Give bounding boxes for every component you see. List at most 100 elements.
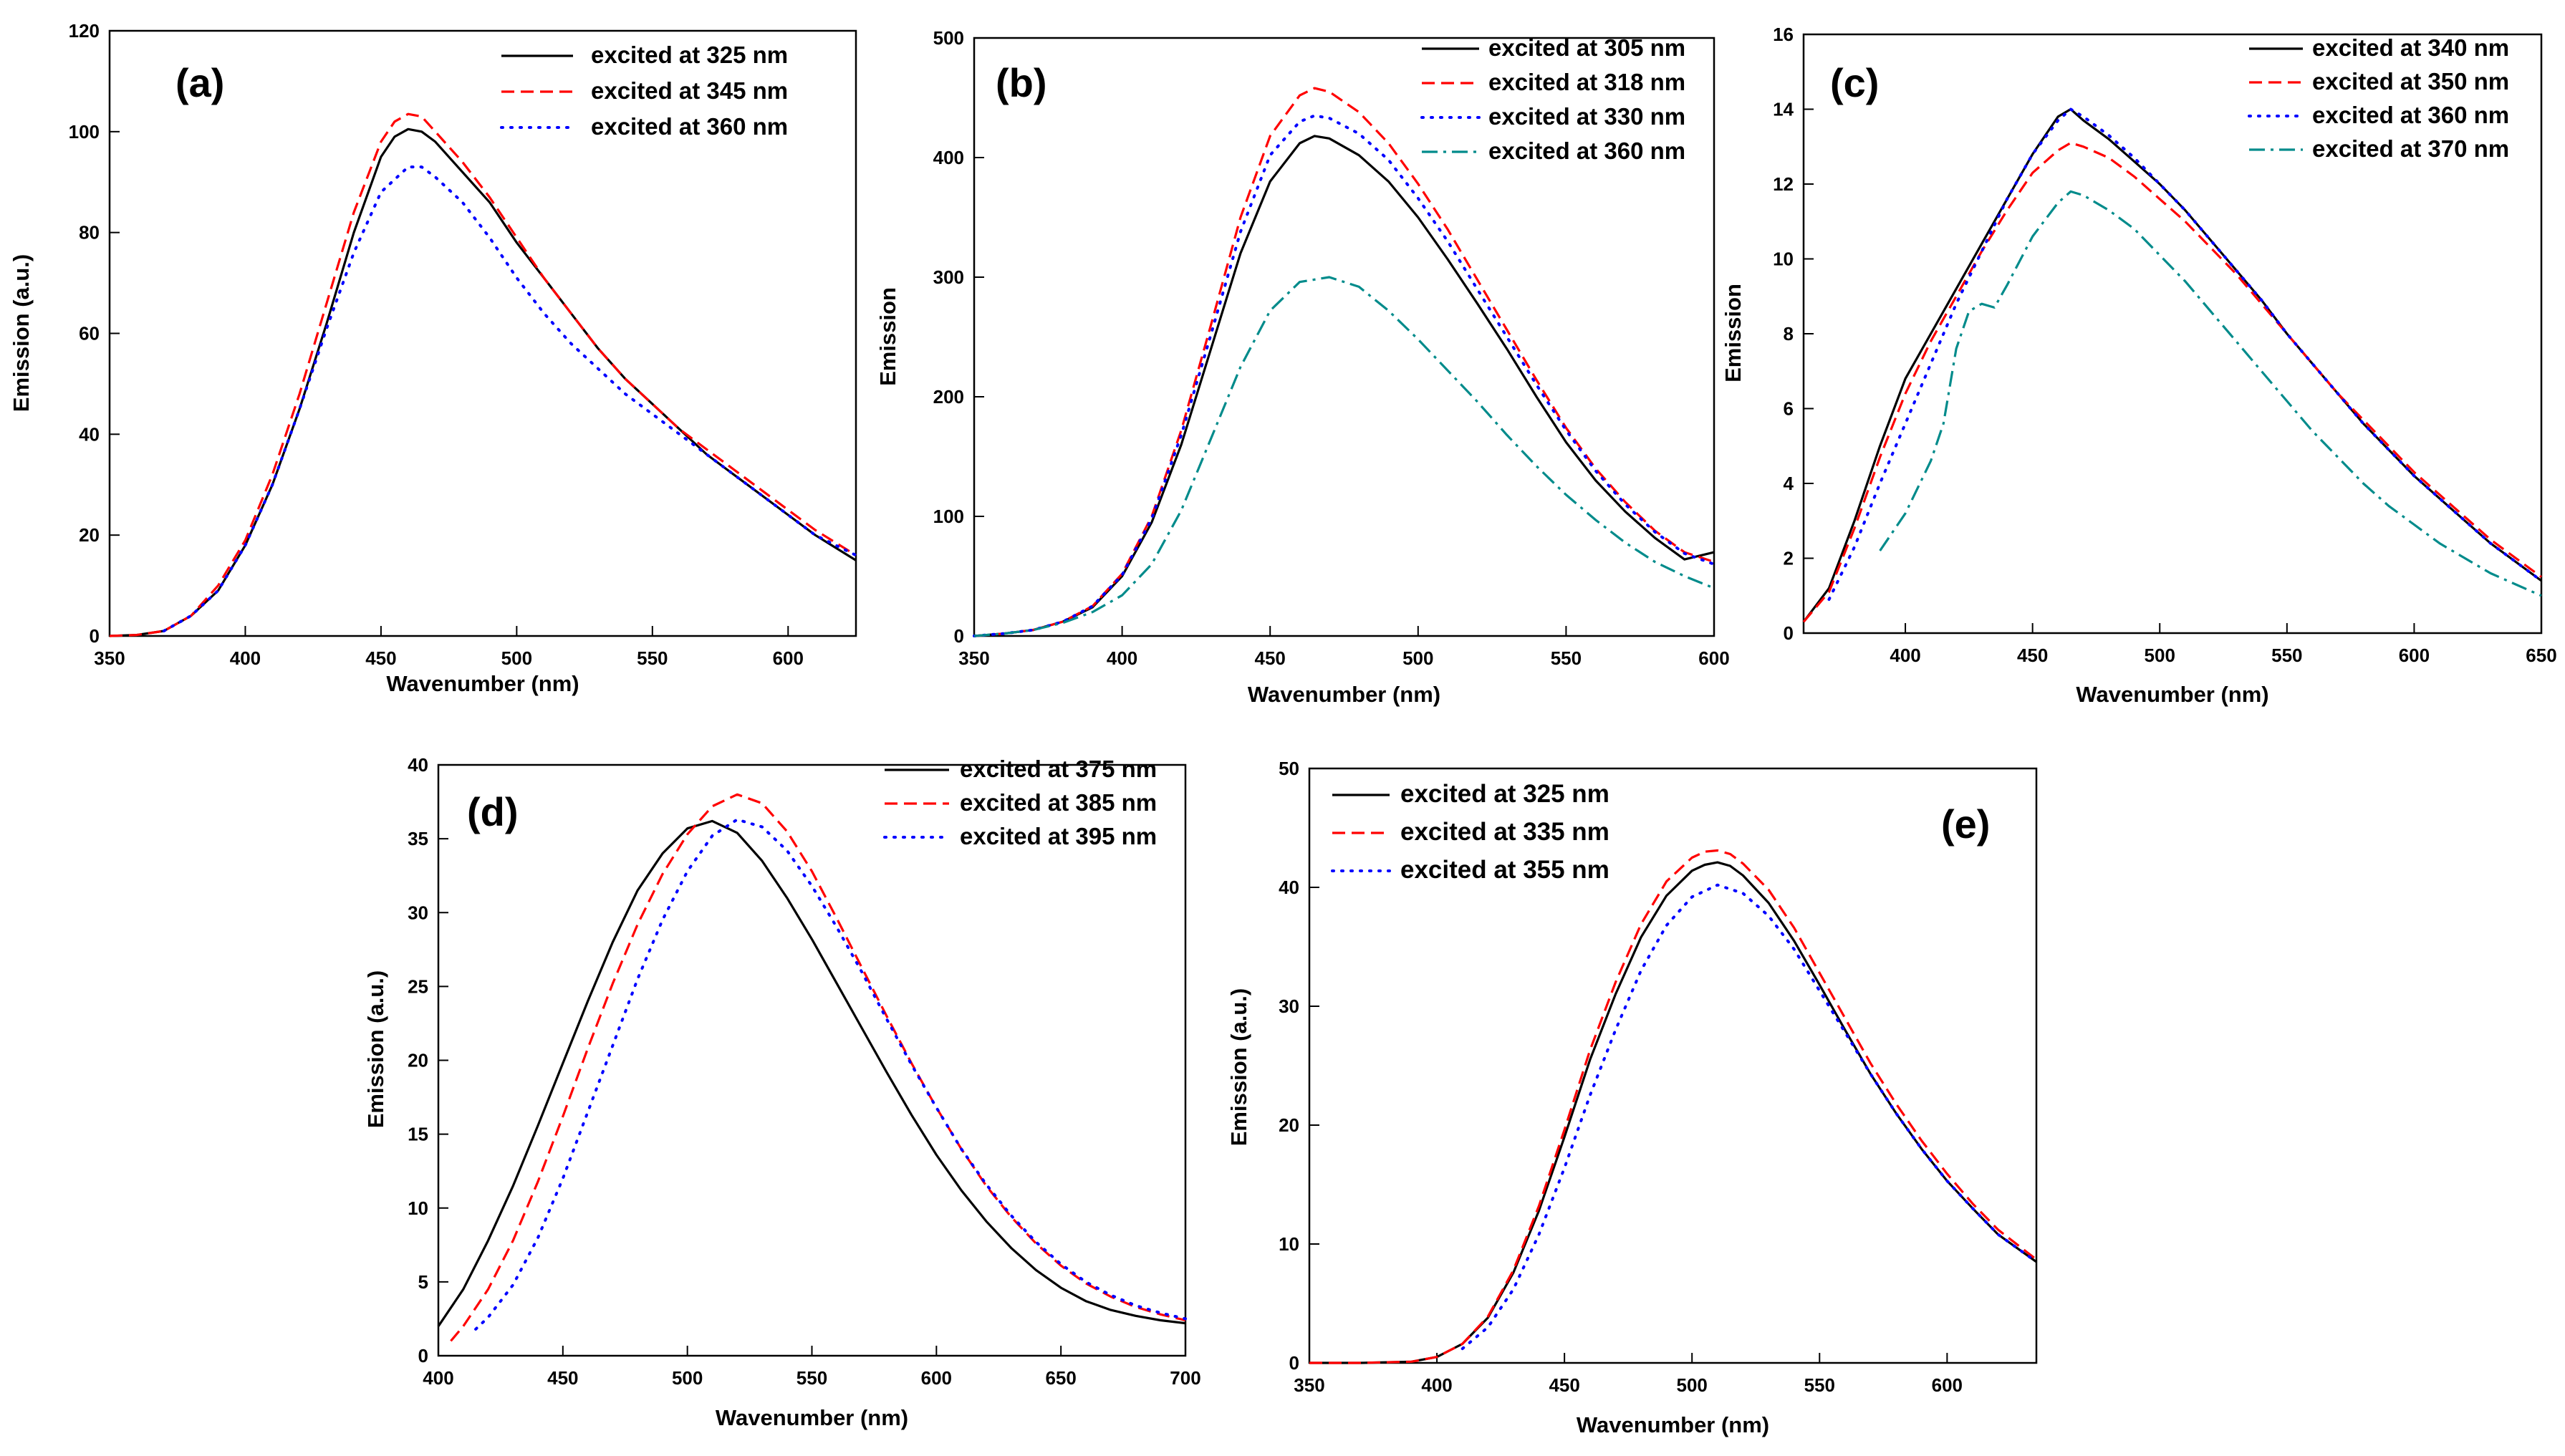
y-tick-label: 10 (1279, 1233, 1299, 1255)
x-tick-label: 400 (1421, 1374, 1452, 1396)
series-line-2 (1802, 141, 2542, 623)
panel-e: 350 400 450 500 550 600 0 10 20 30 40 50 Wavenumber … (1226, 758, 2038, 1437)
y-axis-label: Emission (a.u.) (363, 970, 388, 1128)
panel-d: 400 450 500 550 600 650 700 0 5 10 15 20 25 30 35 40 Wav… (363, 754, 1201, 1430)
y-tick-label: 0 (1784, 622, 1794, 644)
series-line-3 (1460, 883, 2038, 1351)
x-tick-label: 450 (1549, 1374, 1579, 1396)
panel-label: (e) (1941, 801, 1990, 847)
series-line-4 (1879, 190, 2542, 597)
y-tick-label: 25 (408, 975, 428, 997)
x-tick-label: 450 (547, 1367, 578, 1389)
plot-frame (1308, 767, 2038, 1364)
series-line-1 (1309, 861, 2037, 1364)
panel-c: 400 450 500 550 600 650 0 2 4 6 8 10 12 14 16 Wavenumbe… (1721, 24, 2557, 707)
y-tick-label: 0 (1289, 1352, 1299, 1374)
x-tick-label: 550 (637, 647, 668, 669)
series-line-3 (162, 165, 857, 632)
x-tick-label: 400 (423, 1367, 453, 1389)
y-tick-label: 20 (408, 1050, 428, 1071)
y-tick-label: 10 (408, 1197, 428, 1219)
x-axis-label: Wavenumber (nm) (2076, 682, 2268, 707)
y-tick-label: 0 (418, 1345, 428, 1366)
legend-entry: excited at 395 nm (960, 823, 1157, 849)
x-tick-label: 400 (1890, 645, 1920, 666)
legend-entry: excited at 335 nm (1400, 818, 1609, 846)
x-tick-label: 650 (2526, 645, 2556, 666)
legend-entry: excited at 330 nm (1488, 103, 1685, 130)
legend-entry: excited at 375 nm (960, 756, 1157, 782)
y-tick-label: 30 (408, 902, 428, 923)
y-tick-label: 100 (69, 121, 100, 143)
x-tick-label: 450 (365, 647, 396, 669)
y-tick-label: 10 (1773, 249, 1794, 270)
series-line-4 (973, 276, 1715, 637)
y-tick-label: 40 (408, 754, 428, 776)
y-tick-label: 50 (1279, 758, 1299, 779)
y-tick-label: 500 (933, 27, 964, 49)
y-tick-label: 400 (933, 147, 964, 168)
y-tick-label: 6 (1784, 398, 1794, 420)
y-tick-label: 12 (1773, 173, 1794, 195)
series-line-2 (1309, 849, 2037, 1364)
legend-entry: excited at 385 nm (960, 789, 1157, 816)
legend-entry: excited at 355 nm (1400, 856, 1609, 884)
y-tick-label: 4 (1784, 473, 1794, 494)
plot-frame (973, 37, 1715, 637)
y-tick-label: 60 (79, 323, 100, 344)
y-tick-label: 5 (418, 1271, 428, 1293)
y-tick-label: 40 (1279, 877, 1299, 898)
panel-label: (b) (996, 60, 1047, 105)
series-line-3 (474, 818, 1187, 1331)
x-tick-label: 600 (1698, 647, 1729, 669)
series-line-1 (973, 135, 1715, 637)
x-tick-label: 550 (1804, 1374, 1835, 1396)
x-tick-label: 600 (1932, 1374, 1963, 1396)
series-line-1 (437, 819, 1186, 1327)
y-tick-label: 30 (1279, 995, 1299, 1017)
legend: excited at 340 nm excited at 350 nm excite… (2248, 34, 2509, 162)
y-tick-label: 0 (90, 625, 100, 647)
x-tick-label: 400 (1107, 647, 1137, 669)
legend-entry: excited at 345 nm (591, 77, 788, 104)
legend-entry: excited at 350 nm (2312, 68, 2509, 95)
x-tick-label: 500 (2145, 645, 2175, 666)
y-tick-label: 35 (408, 828, 428, 849)
legend-entry: excited at 340 nm (2312, 34, 2509, 61)
x-tick-label: 450 (1255, 647, 1286, 669)
series-line-1 (1802, 107, 2542, 623)
x-axis-label: Wavenumber (nm) (386, 671, 579, 696)
y-axis-label: Emission (875, 287, 900, 386)
y-tick-label: 100 (933, 506, 964, 527)
x-axis-label: Wavenumber (nm) (1577, 1412, 1769, 1437)
legend-entry: excited at 305 nm (1488, 34, 1685, 61)
legend: excited at 305 nm excited at 318 nm excite… (1420, 34, 1685, 164)
legend: excited at 325 nm excited at 345 nm excite… (500, 42, 788, 140)
y-tick-label: 20 (79, 524, 100, 546)
x-tick-label: 700 (1170, 1367, 1200, 1389)
x-tick-label: 550 (1551, 647, 1582, 669)
y-tick-label: 80 (79, 222, 100, 244)
legend-entry: excited at 325 nm (1400, 780, 1609, 808)
legend: excited at 325 nm excited at 335 nm excite… (1331, 780, 1609, 884)
x-tick-label: 350 (94, 647, 125, 669)
x-tick-label: 600 (2399, 645, 2430, 666)
y-tick-label: 20 (1279, 1114, 1299, 1136)
y-tick-label: 16 (1773, 24, 1794, 45)
series-line-2 (109, 112, 857, 637)
x-tick-label: 500 (501, 647, 532, 669)
y-tick-label: 300 (933, 266, 964, 288)
plot-frame (437, 763, 1187, 1357)
x-tick-label: 500 (1402, 647, 1433, 669)
x-tick-label: 450 (2017, 645, 2048, 666)
panel-label: (a) (175, 60, 224, 105)
y-tick-label: 200 (933, 386, 964, 408)
y-tick-label: 14 (1773, 99, 1794, 120)
x-tick-label: 550 (797, 1367, 827, 1389)
x-tick-label: 600 (773, 647, 804, 669)
y-tick-label: 15 (408, 1124, 428, 1145)
x-tick-label: 500 (1677, 1374, 1708, 1396)
panel-b: 350 400 450 500 550 600 0 100 200 300 400 500 Wavenu… (875, 27, 1730, 707)
x-axis-label: Wavenumber (nm) (716, 1405, 908, 1430)
